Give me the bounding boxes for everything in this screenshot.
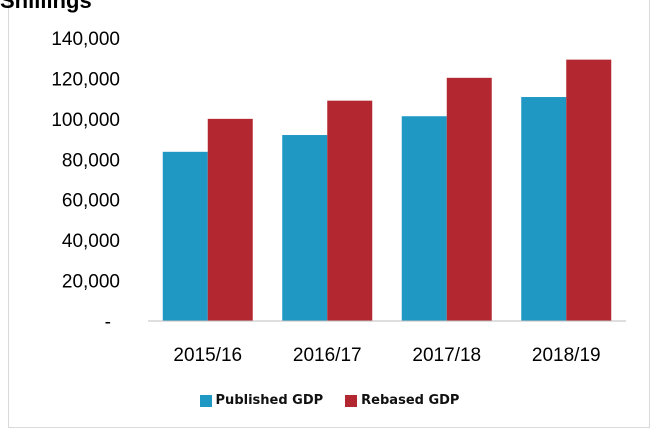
legend-label-rebased: Rebased GDP [361, 393, 460, 408]
x-tick-label: 2016/17 [293, 345, 362, 366]
legend-swatch-published [199, 394, 212, 407]
bar-rebased-2016-17 [327, 100, 373, 322]
bar-published-2017-18 [401, 116, 447, 322]
bar-rebased-2018-19 [566, 59, 612, 322]
y-tick-label: 120,000 [51, 69, 120, 90]
legend-item-published: Published GDP [199, 393, 324, 408]
y-tick-label: 20,000 [62, 272, 120, 293]
bar-rebased-2017-18 [446, 77, 492, 321]
y-tick-label: 60,000 [62, 191, 120, 212]
x-tick-label: 2017/18 [412, 345, 481, 366]
y-tick-label: 40,000 [62, 231, 120, 252]
bar-chart: - 20,000 40,000 60,000 80,000 100,000 120,000 1… [51, 29, 626, 366]
x-tick-label: 2018/19 [532, 345, 601, 366]
legend: Published GDP Rebased GDP [0, 393, 659, 408]
bar-published-2018-19 [521, 97, 567, 321]
x-axis: 2015/16 2016/17 2017/18 2018/19 [148, 320, 626, 366]
chart-title: Shillings [0, 0, 92, 13]
y-tick-label: 140,000 [51, 29, 120, 50]
legend-label-published: Published GDP [215, 393, 324, 408]
legend-item-rebased: Rebased GDP [345, 393, 459, 408]
bar-published-2016-17 [282, 135, 328, 321]
y-tick-label: 100,000 [51, 110, 120, 131]
bar-published-2015-16 [162, 151, 208, 321]
x-tick-label: 2015/16 [173, 345, 242, 366]
y-axis: - 20,000 40,000 60,000 80,000 100,000 120,000 1… [51, 29, 120, 333]
bar-group [162, 59, 612, 322]
y-tick-label: - [105, 312, 111, 333]
legend-swatch-rebased [345, 394, 358, 407]
y-tick-label: 80,000 [62, 150, 120, 171]
bar-rebased-2015-16 [207, 118, 253, 321]
